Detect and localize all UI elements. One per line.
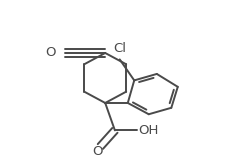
Text: OH: OH (139, 124, 159, 137)
Text: O: O (45, 46, 56, 60)
Text: O: O (92, 145, 102, 158)
Text: Cl: Cl (113, 42, 126, 55)
